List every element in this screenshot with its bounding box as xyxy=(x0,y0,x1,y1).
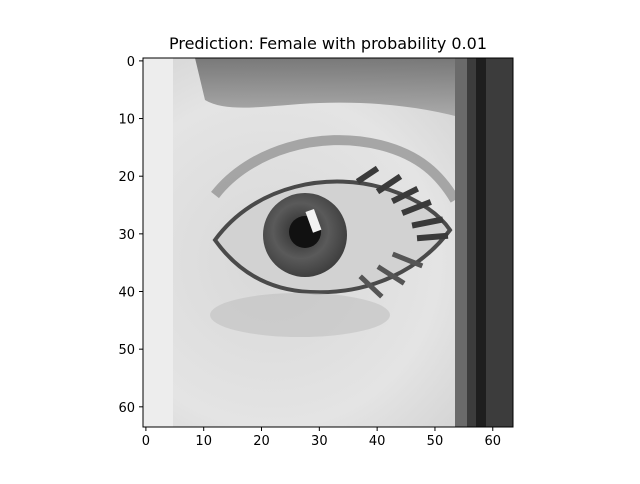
x-tick-label: 40 xyxy=(369,434,386,449)
y-axis: 0 10 20 30 40 50 60 xyxy=(118,55,143,416)
eyebrow-shadow xyxy=(195,58,470,120)
catchlight xyxy=(305,208,322,233)
x-tick-label: 60 xyxy=(484,434,501,449)
left-bright-edge xyxy=(143,58,173,427)
y-tick-label: 10 xyxy=(118,113,135,128)
y-tick-label: 30 xyxy=(118,228,135,243)
x-tick-label: 50 xyxy=(427,434,444,449)
y-tick-label: 50 xyxy=(118,343,135,358)
dark-band-outer xyxy=(455,58,467,427)
eyelid-crease xyxy=(211,135,460,203)
dark-band-stripe xyxy=(476,58,486,427)
x-tick-label: 20 xyxy=(253,434,270,449)
axes-frame xyxy=(142,57,514,428)
chart-title: Prediction: Female with probability 0.01 xyxy=(169,34,487,53)
y-tick-label: 60 xyxy=(118,401,135,416)
x-tick-label: 30 xyxy=(311,434,328,449)
x-tick-label: 0 xyxy=(142,434,150,449)
upper-lashes xyxy=(355,165,449,242)
dark-band xyxy=(467,58,513,427)
x-axis: 0 10 20 30 40 50 60 xyxy=(142,427,501,449)
x-tick-label: 10 xyxy=(195,434,212,449)
under-eye-shadow xyxy=(210,293,390,337)
image-area xyxy=(143,58,513,427)
y-tick-label: 0 xyxy=(127,55,135,70)
y-tick-label: 20 xyxy=(118,170,135,185)
y-tick-label: 40 xyxy=(118,286,135,301)
lower-lashes xyxy=(358,251,424,299)
